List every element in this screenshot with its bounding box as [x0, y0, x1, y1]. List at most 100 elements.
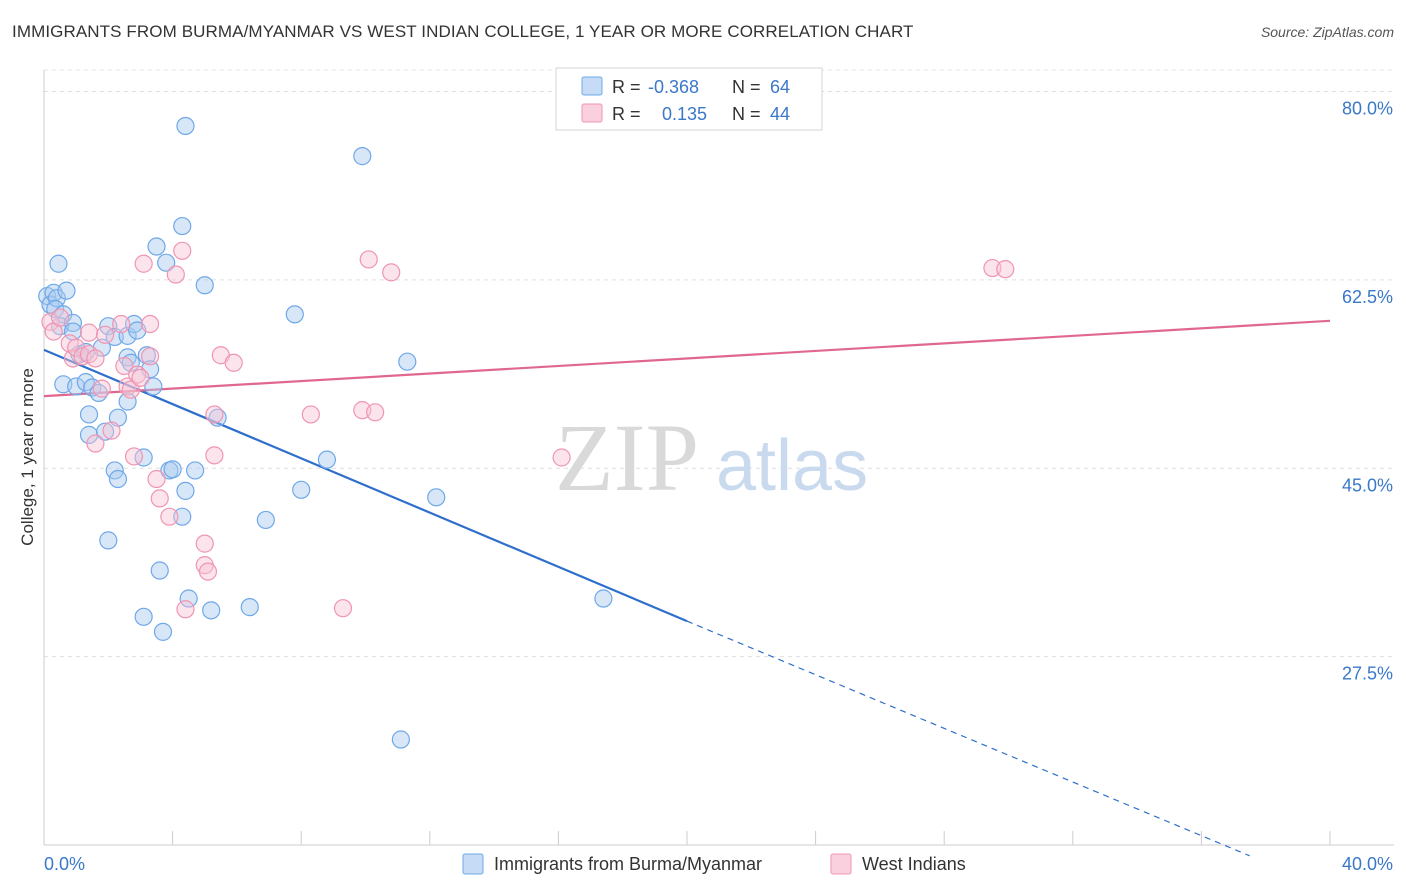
- point-west-indian: [333, 599, 353, 618]
- point-burma: [173, 507, 192, 526]
- legend-r-label-1: R =: [612, 77, 641, 97]
- point-burma: [173, 216, 192, 236]
- point-burma: [353, 147, 372, 166]
- point-burma: [256, 510, 275, 530]
- point-west-indian: [147, 469, 166, 489]
- point-burma: [292, 480, 311, 499]
- point-burma: [195, 276, 214, 295]
- point-west-indian: [176, 600, 195, 619]
- point-west-indian: [102, 421, 121, 440]
- point-burma: [79, 405, 99, 424]
- legend-n-label-1: N =: [732, 77, 761, 97]
- point-burma: [186, 461, 205, 480]
- legend-r-value-2: 0.135: [662, 104, 707, 124]
- point-burma: [108, 469, 128, 489]
- grid-lines: [44, 69, 1394, 658]
- trend-line-burma-extrapolated: [686, 620, 1250, 857]
- legend-n-value-1: 64: [770, 77, 790, 97]
- legend-r-value-1: -0.368: [648, 77, 699, 97]
- point-west-indian: [140, 347, 160, 366]
- point-west-indian: [366, 403, 385, 422]
- chart-title: IMMIGRANTS FROM BURMA/MYANMAR VS WEST IN…: [12, 22, 914, 41]
- point-burma: [118, 326, 137, 345]
- point-west-indian: [198, 562, 218, 581]
- point-burma: [134, 448, 153, 467]
- point-west-indian: [95, 325, 115, 344]
- point-west-indian: [140, 314, 160, 334]
- x-tick-label-min: 0.0%: [44, 854, 85, 874]
- legend-swatch-blue: [581, 76, 603, 96]
- point-burma: [240, 598, 259, 617]
- y-tick-label: 80.0%: [1342, 99, 1393, 119]
- point-west-indian: [41, 312, 60, 331]
- legend-r-label-2: R =: [612, 104, 641, 124]
- series-legend-swatch-blue: [462, 853, 484, 875]
- y-tick-label: 62.5%: [1342, 287, 1393, 307]
- point-west-indian: [205, 405, 224, 424]
- point-west-indian: [134, 254, 153, 273]
- point-burma: [176, 481, 195, 500]
- point-burma: [95, 422, 115, 441]
- point-west-indian: [50, 308, 70, 327]
- point-west-indian: [301, 405, 320, 424]
- point-west-indian: [112, 314, 131, 334]
- axes: [43, 70, 1394, 846]
- point-burma: [134, 607, 153, 626]
- point-west-indian: [160, 507, 179, 526]
- point-west-indian: [552, 448, 571, 467]
- point-west-indian: [118, 377, 137, 396]
- point-burma: [317, 450, 337, 469]
- tick-labels: 27.5% 45.0% 62.5% 80.0% 0.0% 40.0%: [44, 99, 1393, 874]
- point-burma: [202, 601, 221, 620]
- point-burma: [99, 531, 118, 550]
- point-west-indian: [115, 356, 134, 376]
- point-west-indian: [124, 447, 144, 466]
- legend-n-label-2: N =: [732, 104, 761, 124]
- point-burma: [144, 377, 163, 396]
- point-west-indian: [224, 353, 243, 372]
- point-burma: [398, 352, 417, 371]
- point-west-indian: [92, 379, 111, 398]
- series-legend-label-2: West Indians: [862, 854, 966, 874]
- point-west-indian: [166, 265, 185, 284]
- trend-line-west-indian: [43, 319, 1331, 398]
- data-points: [38, 116, 1015, 749]
- point-west-indian: [150, 489, 169, 508]
- series-legend-label-1: Immigrants from Burma/Myanmar: [494, 854, 762, 874]
- point-west-indian: [205, 446, 224, 465]
- point-west-indian: [121, 380, 140, 399]
- watermark-atlas: atlas: [716, 426, 868, 506]
- point-burma: [49, 254, 68, 273]
- chart-source: Source: ZipAtlas.com: [1260, 24, 1394, 40]
- point-west-indian: [86, 349, 105, 368]
- stats-legend: R = -0.368 N = 64 R = 0.135 N = 44: [555, 67, 823, 131]
- point-west-indian: [128, 365, 147, 384]
- series-legend-swatch-pink: [830, 853, 852, 875]
- legend-swatch-pink: [581, 103, 603, 123]
- point-burma: [594, 589, 613, 608]
- point-burma: [163, 460, 182, 479]
- point-burma: [153, 622, 173, 641]
- point-burma: [118, 392, 137, 411]
- point-burma: [57, 281, 76, 300]
- point-burma: [391, 730, 410, 749]
- point-west-indian: [79, 323, 99, 342]
- point-burma: [176, 116, 195, 136]
- trend-lines: [43, 319, 1331, 857]
- point-burma: [147, 237, 166, 256]
- legend-n-value-2: 44: [770, 104, 790, 124]
- point-west-indian: [382, 263, 401, 282]
- point-burma: [427, 488, 446, 507]
- point-west-indian: [359, 250, 378, 269]
- point-burma: [208, 408, 227, 427]
- y-tick-label: 45.0%: [1342, 475, 1393, 495]
- point-west-indian: [983, 258, 1002, 278]
- point-west-indian: [195, 534, 214, 553]
- x-tick-label-max: 40.0%: [1342, 854, 1393, 874]
- point-west-indian: [173, 241, 192, 260]
- point-burma: [179, 589, 198, 608]
- watermark-zip: ZIP: [555, 404, 699, 511]
- point-burma: [150, 561, 169, 580]
- point-burma: [67, 377, 86, 396]
